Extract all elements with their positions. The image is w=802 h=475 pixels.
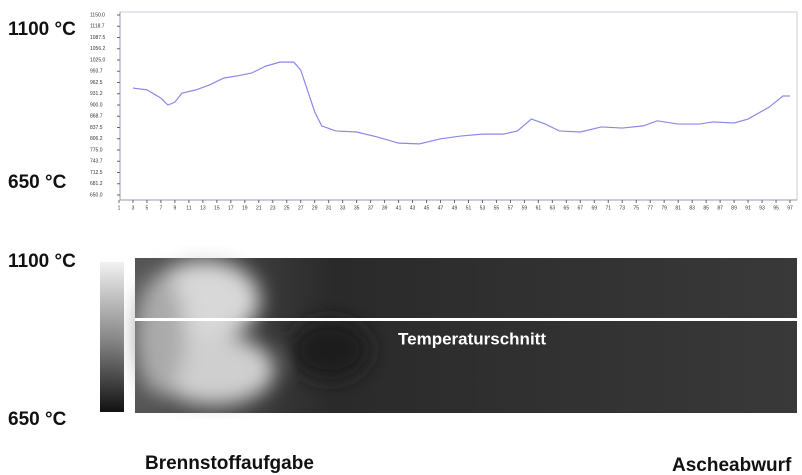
left-label: Brennstoffaufgabe (145, 453, 314, 474)
x-tick-label: 85 (703, 205, 709, 211)
y-tick-label: 1025.0 (90, 57, 106, 63)
x-tick-label: 5 (146, 205, 149, 211)
x-tick-label: 49 (452, 205, 458, 211)
x-tick-label: 15 (214, 205, 220, 211)
x-tick-label: 45 (424, 205, 430, 211)
x-tick-label: 31 (326, 205, 332, 211)
x-tick-label: 75 (633, 205, 639, 211)
y-tick-label: 806.2 (90, 136, 103, 142)
x-tick-label: 65 (564, 205, 570, 211)
y-tick-label: 712.5 (90, 170, 103, 176)
y-tick-label: 681.2 (90, 181, 103, 187)
x-tick-label: 35 (354, 205, 360, 211)
section-label: Temperaturschnitt (398, 329, 546, 348)
x-tick-label: 47 (438, 205, 444, 211)
y-tick-label: 837.5 (90, 125, 103, 131)
x-tick-label: 21 (256, 205, 262, 211)
y-tick-label: 1056.2 (90, 46, 106, 52)
x-tick-label: 37 (368, 205, 374, 211)
x-tick-label: 59 (522, 205, 528, 211)
x-tick-label: 41 (396, 205, 402, 211)
x-tick-label: 97 (787, 205, 793, 211)
x-tick-label: 73 (619, 205, 625, 211)
x-tick-label: 29 (312, 205, 318, 211)
x-tick-label: 27 (298, 205, 304, 211)
right-label: Ascheabwurf (672, 455, 792, 475)
x-tick-label: 95 (773, 205, 779, 211)
y-tick-label: 743.7 (90, 159, 103, 165)
chart-scale-top: 1100 °C (8, 19, 76, 40)
plot-frame (120, 12, 797, 200)
x-tick-label: 61 (536, 205, 542, 211)
y-tick-label: 1118.7 (90, 24, 105, 30)
x-tick-label: 39 (382, 205, 388, 211)
x-tick-label: 19 (242, 205, 248, 211)
y-tick-label: 993.7 (90, 69, 103, 75)
x-tick-label: 7 (160, 205, 163, 211)
x-tick-label: 1 (118, 205, 121, 211)
y-tick-label: 962.5 (90, 80, 103, 86)
x-tick-label: 79 (661, 205, 667, 211)
x-tick-label: 51 (466, 205, 472, 211)
x-tick-label: 53 (480, 205, 486, 211)
x-tick-label: 55 (494, 205, 500, 211)
y-tick-label: 650.0 (90, 192, 103, 198)
x-tick-label: 81 (675, 205, 681, 211)
image-scale-top: 1100 °C (8, 251, 76, 272)
x-tick-label: 87 (717, 205, 723, 211)
x-tick-label: 11 (186, 205, 191, 211)
x-tick-label: 93 (759, 205, 765, 211)
color-scale (100, 262, 124, 412)
image-scale-bottom: 650 °C (8, 409, 67, 430)
y-tick-label: 868.7 (90, 114, 103, 120)
y-tick-label: 1150.0 (90, 12, 105, 18)
x-tick-label: 69 (592, 205, 598, 211)
x-tick-label: 63 (550, 205, 556, 211)
x-tick-label: 25 (284, 205, 290, 211)
x-tick-label: 57 (508, 205, 514, 211)
x-tick-label: 83 (689, 205, 695, 211)
x-tick-label: 9 (174, 205, 177, 211)
x-tick-label: 3 (132, 205, 135, 211)
x-tick-label: 91 (745, 205, 751, 211)
y-tick-label: 931.2 (90, 91, 103, 97)
x-tick-label: 71 (605, 205, 611, 211)
x-tick-label: 13 (200, 205, 206, 211)
y-tick-label: 775.0 (90, 147, 103, 153)
x-tick-label: 89 (731, 205, 737, 211)
x-tick-label: 67 (578, 205, 584, 211)
x-tick-label: 17 (228, 205, 234, 211)
y-tick-label: 900.0 (90, 102, 103, 108)
page: 650.0 681.2 712.5 743.7 775.0 806.2 837.5 868.7… (0, 0, 802, 475)
x-tick-label: 77 (647, 205, 653, 211)
x-tick-label: 43 (410, 205, 416, 211)
chart-scale-bottom: 650 °C (8, 172, 67, 193)
x-tick-label: 33 (340, 205, 346, 211)
x-tick-label: 23 (270, 205, 276, 211)
y-tick-label: 1087.5 (90, 35, 106, 41)
